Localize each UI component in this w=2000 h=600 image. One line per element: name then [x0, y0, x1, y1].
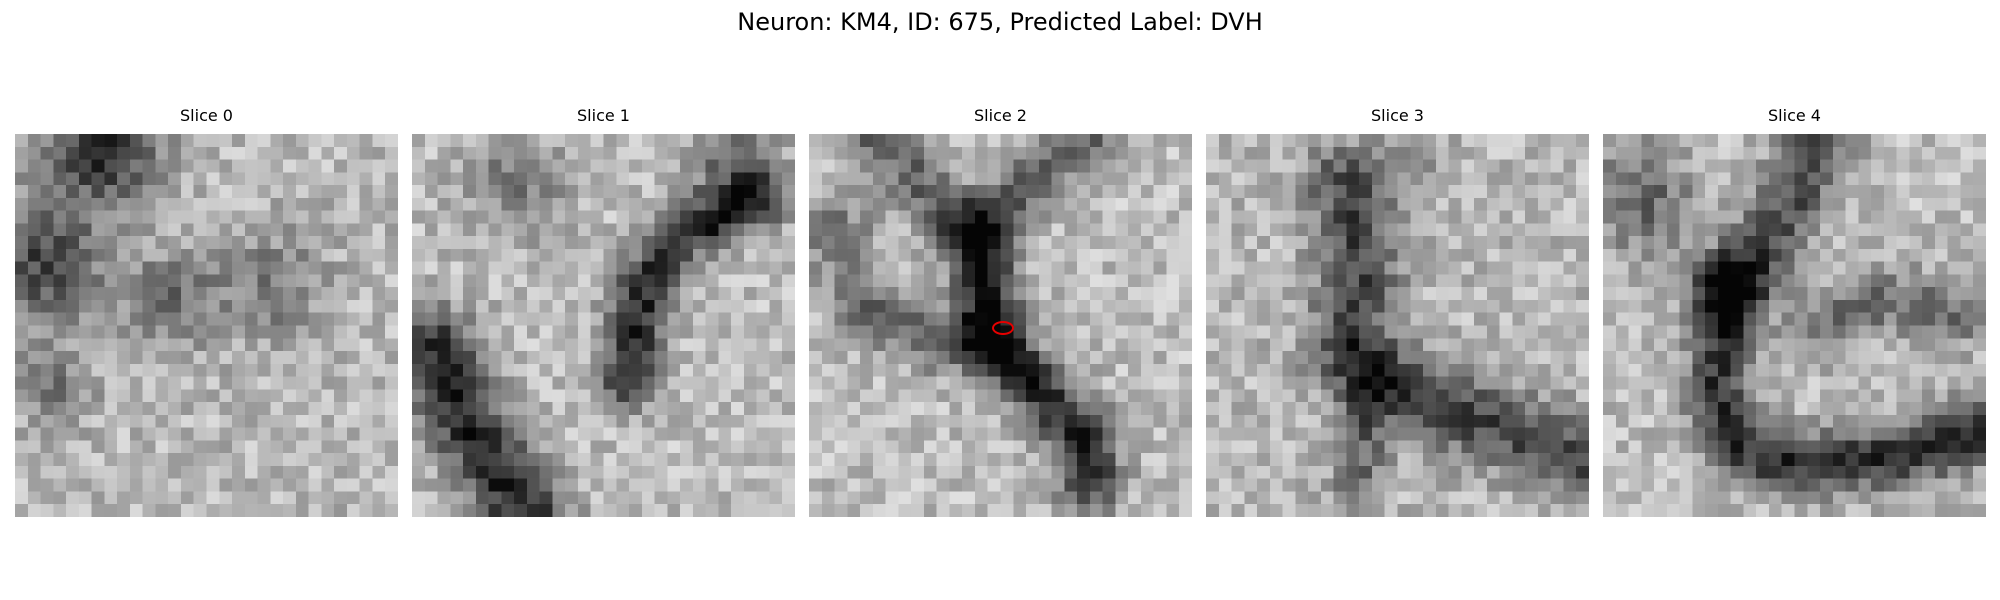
slice-image — [809, 134, 1192, 517]
slice-title: Slice 4 — [1768, 106, 1821, 125]
slice-panel-3: Slice 3 — [1206, 104, 1589, 517]
slice-panel-4: Slice 4 — [1603, 104, 1986, 517]
slice-image — [412, 134, 795, 517]
slice-title: Slice 2 — [974, 106, 1027, 125]
slice-panel-1: Slice 1 — [412, 104, 795, 517]
slice-image — [1603, 134, 1986, 517]
slice-panel-2: Slice 2 — [809, 104, 1192, 517]
slice-image — [15, 134, 398, 517]
slice-title: Slice 3 — [1371, 106, 1424, 125]
figure-title: Neuron: KM4, ID: 675, Predicted Label: D… — [737, 8, 1263, 36]
slice-title: Slice 0 — [180, 106, 233, 125]
slice-panel-0: Slice 0 — [15, 104, 398, 517]
slice-title: Slice 1 — [577, 106, 630, 125]
slice-image — [1206, 134, 1589, 517]
